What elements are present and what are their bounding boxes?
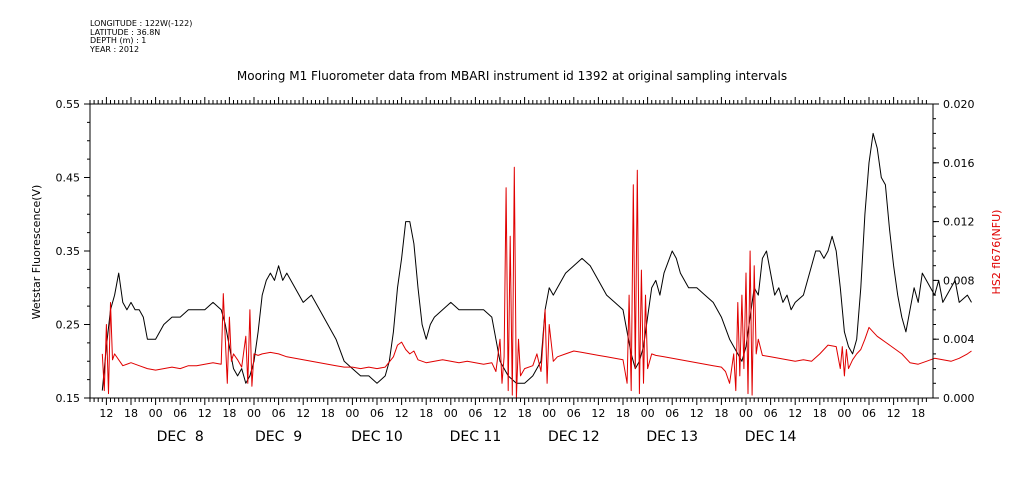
x-day-label: DEC 9 [255,429,302,445]
x-hour-tick-label: 00 [641,407,655,420]
x-hour-tick-label: 00 [149,407,163,420]
x-hour-tick-label: 18 [518,407,532,420]
x-hour-tick-label: 00 [837,407,851,420]
x-hour-tick-label: 00 [345,407,359,420]
series-lines [101,132,972,399]
x-hour-tick-label: 18 [321,407,335,420]
x-hour-tick-label: 18 [222,407,236,420]
y-left-tick-label: 0.55 [56,98,81,111]
x-hour-tick-label: 18 [813,407,827,420]
x-hour-tick-label: 18 [714,407,728,420]
hs2-fl676-series-line [101,166,972,399]
x-hour-tick-label: 12 [788,407,802,420]
y-right-tick-label: 0.020 [943,98,975,111]
axis-labels: 12 18 00 06 12 18 00 06 12 18 00 06 12 18 00 06 12 18 00 06… [56,98,975,445]
x-hour-tick-label: 06 [862,407,876,420]
y-right-tick-label: 0.000 [943,392,975,405]
year-label: YEAR : 2012 [90,44,140,54]
x-hour-tick-label: 12 [690,407,704,420]
x-hour-tick-label: 06 [764,407,778,420]
x-hour-tick-label: 06 [173,407,187,420]
x-hour-tick-label: 00 [542,407,556,420]
x-day-label: DEC 11 [450,429,502,445]
header-metadata: LONGITUDE : 122W(-122) LATITUDE : 36.8N … [90,19,193,54]
x-hour-tick-label: 12 [198,407,212,420]
latitude-label: LATITUDE : 36.8N [90,27,161,37]
y-left-tick-label: 0.15 [56,392,81,405]
y-right-tick-label: 0.016 [943,157,975,170]
y-axis-left-label: Wetstar Fluorescence(V) [30,185,43,320]
x-hour-tick-label: 12 [887,407,901,420]
y-left-tick-label: 0.35 [56,245,81,258]
x-hour-tick-label: 00 [739,407,753,420]
x-hour-tick-label: 18 [419,407,433,420]
x-hour-tick-label: 06 [665,407,679,420]
y-right-tick-label: 0.008 [943,274,975,287]
longitude-label: LONGITUDE : 122W(-122) [90,19,193,28]
x-hour-tick-label: 06 [567,407,581,420]
chart-title: Mooring M1 Fluorometer data from MBARI i… [237,69,787,83]
y-right-tick-label: 0.004 [943,333,975,346]
x-day-label: DEC 8 [157,429,204,445]
x-hour-tick-label: 12 [395,407,409,420]
y-axis-right-label: HS2 fl676(NFU) [990,210,1003,295]
x-hour-tick-label: 06 [370,407,384,420]
x-day-label: DEC 12 [548,429,600,445]
x-hour-tick-label: 06 [468,407,482,420]
x-day-label: DEC 13 [646,429,698,445]
x-hour-tick-label: 12 [493,407,507,420]
plot-frame [89,103,934,399]
x-hour-tick-label: 00 [247,407,261,420]
x-hour-tick-label: 18 [124,407,138,420]
y-right-tick-label: 0.012 [943,216,975,229]
axis-ticks [84,97,939,405]
y-left-tick-label: 0.45 [56,172,81,185]
x-day-label: DEC 10 [351,429,403,445]
x-day-label: DEC 14 [745,429,797,445]
x-hour-tick-label: 18 [911,407,925,420]
y-left-tick-label: 0.25 [56,319,81,332]
x-hour-tick-label: 12 [99,407,113,420]
x-hour-tick-label: 06 [272,407,286,420]
x-hour-tick-label: 12 [296,407,310,420]
depth-label: DEPTH (m) : 1 [90,36,147,45]
x-hour-tick-label: 12 [591,407,605,420]
x-hour-tick-label: 00 [444,407,458,420]
wetstar-fluorescence-series-line [101,132,972,391]
x-hour-tick-label: 18 [616,407,630,420]
